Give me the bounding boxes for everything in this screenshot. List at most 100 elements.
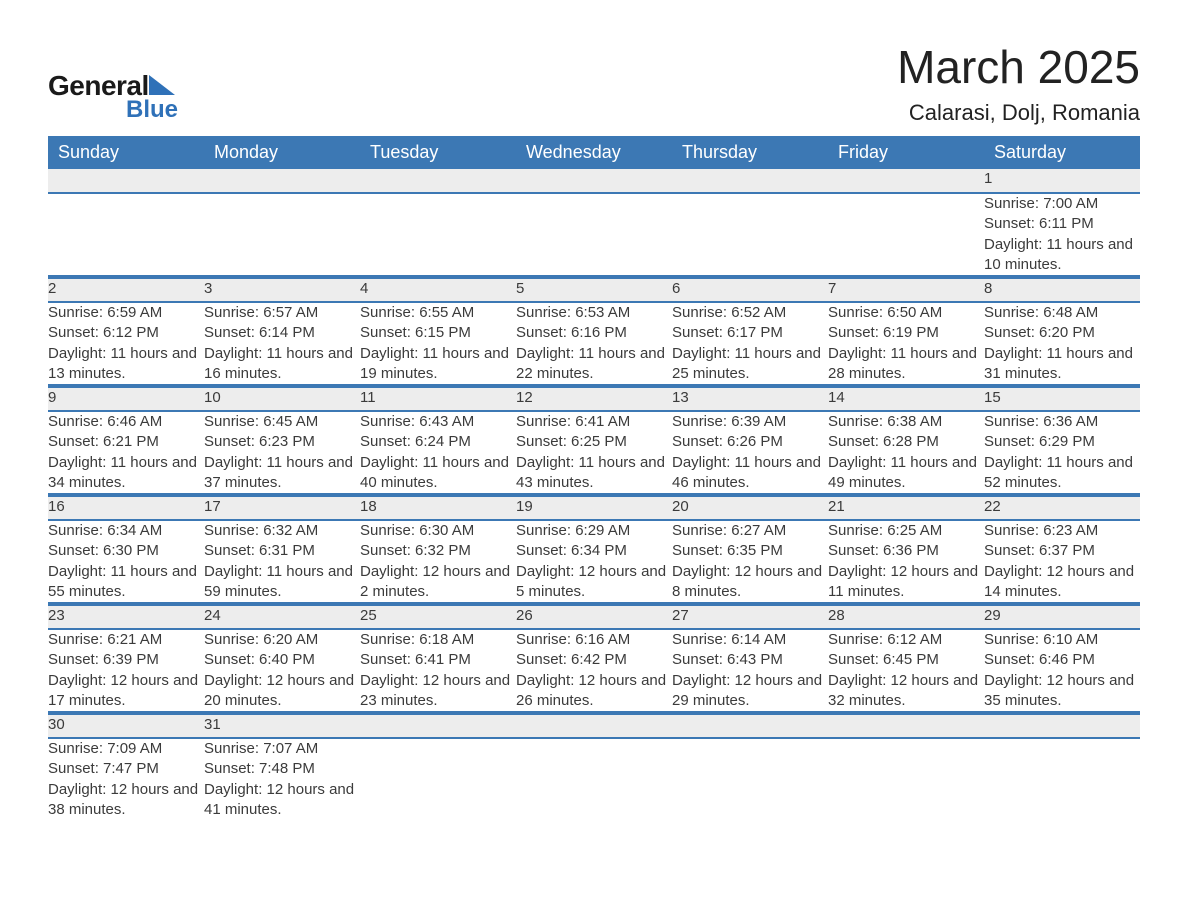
calendar-day-number-cell: 3 — [204, 278, 360, 302]
sunrise-text: Sunrise: 6:32 AM — [204, 521, 360, 541]
calendar-day-number: 28 — [828, 607, 845, 624]
calendar-week-detail-row: Sunrise: 7:09 AMSunset: 7:47 PMDaylight:… — [48, 738, 1140, 820]
sunset-text: Sunset: 6:34 PM — [516, 541, 672, 561]
calendar-day-number-cell: 13 — [672, 387, 828, 411]
calendar-day-number-cell — [672, 169, 828, 193]
calendar-day-detail-cell — [48, 193, 204, 276]
calendar-week-daynum-row: 23242526272829 — [48, 605, 1140, 629]
daylight-text: Daylight: 12 hours and 2 minutes. — [360, 562, 516, 603]
calendar-week-detail-row: Sunrise: 6:21 AMSunset: 6:39 PMDaylight:… — [48, 629, 1140, 712]
col-header-tuesday: Tuesday — [360, 136, 516, 169]
sunset-text: Sunset: 6:40 PM — [204, 650, 360, 670]
calendar-day-number-cell: 15 — [984, 387, 1140, 411]
sunset-text: Sunset: 6:45 PM — [828, 650, 984, 670]
calendar-day-number-cell — [984, 714, 1140, 738]
sunset-text: Sunset: 6:32 PM — [360, 541, 516, 561]
sunrise-text: Sunrise: 7:00 AM — [984, 194, 1140, 214]
daylight-text: Daylight: 11 hours and 40 minutes. — [360, 453, 516, 494]
daylight-text: Daylight: 12 hours and 8 minutes. — [672, 562, 828, 603]
calendar-day-detail-cell — [672, 738, 828, 820]
calendar-day-number: 24 — [204, 607, 221, 624]
calendar-day-number-cell: 27 — [672, 605, 828, 629]
daylight-text: Daylight: 11 hours and 43 minutes. — [516, 453, 672, 494]
sunset-text: Sunset: 6:19 PM — [828, 323, 984, 343]
sunrise-text: Sunrise: 7:07 AM — [204, 739, 360, 759]
daylight-text: Daylight: 12 hours and 38 minutes. — [48, 780, 204, 821]
calendar-day-number: 21 — [828, 498, 845, 515]
calendar-day-number-cell: 19 — [516, 496, 672, 520]
calendar-day-number: 17 — [204, 498, 221, 515]
calendar-day-number-cell: 25 — [360, 605, 516, 629]
calendar-day-detail-cell: Sunrise: 6:20 AMSunset: 6:40 PMDaylight:… — [204, 629, 360, 712]
daylight-text: Daylight: 12 hours and 41 minutes. — [204, 780, 360, 821]
calendar-day-number: 2 — [48, 280, 56, 297]
calendar-day-detail-cell — [516, 193, 672, 276]
calendar-day-detail-cell: Sunrise: 6:36 AMSunset: 6:29 PMDaylight:… — [984, 411, 1140, 494]
calendar-day-detail-cell: Sunrise: 6:14 AMSunset: 6:43 PMDaylight:… — [672, 629, 828, 712]
daylight-text: Daylight: 11 hours and 10 minutes. — [984, 235, 1140, 276]
calendar-day-detail-cell: Sunrise: 6:59 AMSunset: 6:12 PMDaylight:… — [48, 302, 204, 385]
calendar-day-detail-cell: Sunrise: 6:53 AMSunset: 6:16 PMDaylight:… — [516, 302, 672, 385]
col-header-friday: Friday — [828, 136, 984, 169]
calendar-day-detail-cell: Sunrise: 6:45 AMSunset: 6:23 PMDaylight:… — [204, 411, 360, 494]
calendar-day-number-cell: 7 — [828, 278, 984, 302]
calendar-day-number: 11 — [360, 389, 376, 406]
sunrise-text: Sunrise: 6:29 AM — [516, 521, 672, 541]
sunrise-text: Sunrise: 6:46 AM — [48, 412, 204, 432]
sunset-text: Sunset: 6:29 PM — [984, 432, 1140, 452]
sunset-text: Sunset: 6:37 PM — [984, 541, 1140, 561]
sunrise-text: Sunrise: 6:12 AM — [828, 630, 984, 650]
calendar-day-detail-cell: Sunrise: 6:18 AMSunset: 6:41 PMDaylight:… — [360, 629, 516, 712]
calendar-day-detail-cell: Sunrise: 7:09 AMSunset: 7:47 PMDaylight:… — [48, 738, 204, 820]
sunrise-text: Sunrise: 6:57 AM — [204, 303, 360, 323]
sunset-text: Sunset: 6:11 PM — [984, 214, 1140, 234]
col-header-wednesday: Wednesday — [516, 136, 672, 169]
calendar-day-detail-cell — [828, 738, 984, 820]
calendar-day-detail-cell: Sunrise: 6:16 AMSunset: 6:42 PMDaylight:… — [516, 629, 672, 712]
calendar-day-number-cell — [204, 169, 360, 193]
sunrise-text: Sunrise: 6:25 AM — [828, 521, 984, 541]
calendar-week-detail-row: Sunrise: 6:46 AMSunset: 6:21 PMDaylight:… — [48, 411, 1140, 494]
daylight-text: Daylight: 12 hours and 26 minutes. — [516, 671, 672, 712]
calendar-day-number-cell: 10 — [204, 387, 360, 411]
calendar-day-number: 30 — [48, 716, 65, 733]
daylight-text: Daylight: 12 hours and 11 minutes. — [828, 562, 984, 603]
calendar-day-number-cell: 14 — [828, 387, 984, 411]
calendar-week-daynum-row: 2345678 — [48, 278, 1140, 302]
daylight-text: Daylight: 11 hours and 34 minutes. — [48, 453, 204, 494]
page-title: March 2025 — [897, 40, 1140, 94]
calendar-day-number-cell: 6 — [672, 278, 828, 302]
daylight-text: Daylight: 12 hours and 17 minutes. — [48, 671, 204, 712]
calendar-day-number: 20 — [672, 498, 689, 515]
calendar-day-number: 3 — [204, 280, 212, 297]
calendar-day-number: 29 — [984, 607, 1001, 624]
calendar-table: Sunday Monday Tuesday Wednesday Thursday… — [48, 136, 1140, 820]
daylight-text: Daylight: 12 hours and 5 minutes. — [516, 562, 672, 603]
daylight-text: Daylight: 12 hours and 20 minutes. — [204, 671, 360, 712]
calendar-day-detail-cell — [984, 738, 1140, 820]
calendar-day-detail-cell: Sunrise: 7:07 AMSunset: 7:48 PMDaylight:… — [204, 738, 360, 820]
calendar-week-detail-row: Sunrise: 6:34 AMSunset: 6:30 PMDaylight:… — [48, 520, 1140, 603]
page-header: General Blue March 2025 Calarasi, Dolj, … — [48, 40, 1140, 126]
calendar-day-number: 6 — [672, 280, 680, 297]
calendar-day-detail-cell: Sunrise: 6:34 AMSunset: 6:30 PMDaylight:… — [48, 520, 204, 603]
calendar-day-number: 26 — [516, 607, 533, 624]
daylight-text: Daylight: 11 hours and 37 minutes. — [204, 453, 360, 494]
calendar-day-detail-cell: Sunrise: 6:39 AMSunset: 6:26 PMDaylight:… — [672, 411, 828, 494]
sunrise-text: Sunrise: 6:18 AM — [360, 630, 516, 650]
calendar-day-number-cell: 9 — [48, 387, 204, 411]
sunset-text: Sunset: 6:24 PM — [360, 432, 516, 452]
calendar-day-number: 4 — [360, 280, 368, 297]
sunrise-text: Sunrise: 6:45 AM — [204, 412, 360, 432]
calendar-day-detail-cell — [672, 193, 828, 276]
sunset-text: Sunset: 6:12 PM — [48, 323, 204, 343]
calendar-day-number-cell: 20 — [672, 496, 828, 520]
calendar-day-number: 27 — [672, 607, 689, 624]
sunset-text: Sunset: 6:25 PM — [516, 432, 672, 452]
calendar-day-number: 10 — [204, 389, 221, 406]
col-header-thursday: Thursday — [672, 136, 828, 169]
daylight-text: Daylight: 11 hours and 16 minutes. — [204, 344, 360, 385]
calendar-day-number-cell: 30 — [48, 714, 204, 738]
calendar-day-detail-cell — [360, 193, 516, 276]
calendar-day-detail-cell: Sunrise: 6:57 AMSunset: 6:14 PMDaylight:… — [204, 302, 360, 385]
